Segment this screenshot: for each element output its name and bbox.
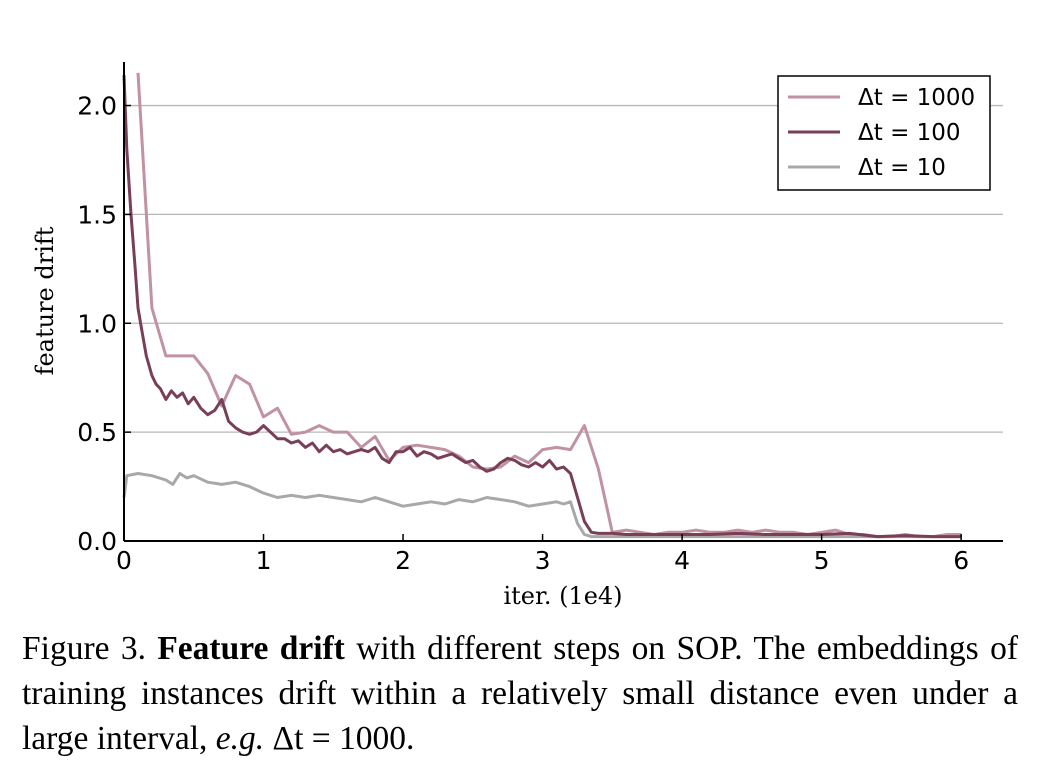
x-tick-label: 2 — [395, 546, 411, 575]
x-tick-label: 4 — [674, 546, 690, 575]
caption-italic: e.g. — [215, 720, 265, 757]
y-tick-labels: 0.0 0.5 1.0 1.5 2.0 — [77, 92, 131, 556]
feature-drift-chart: 0 1 2 3 4 5 6 0.0 0.5 1.0 1.5 2.0 iter. (1e4) feat… — [31, 62, 1003, 610]
y-tick-label: 0.0 — [77, 527, 117, 556]
series-line-1 — [122, 75, 962, 539]
y-tick-label: 1.5 — [77, 200, 117, 229]
x-tick-label: 5 — [814, 546, 830, 575]
x-tick-label: 3 — [535, 546, 551, 575]
x-tick-label: 0 — [116, 546, 132, 575]
legend-label: Δt = 10 — [858, 155, 946, 181]
x-tick-label: 1 — [256, 546, 272, 575]
y-tick-label: 1.0 — [77, 309, 117, 338]
figure-caption: Figure 3. Feature drift with different s… — [22, 626, 1018, 761]
caption-bold: Feature drift — [157, 630, 345, 667]
y-axis-label: feature drift — [31, 226, 59, 375]
y-tick-label: 0.5 — [77, 418, 117, 447]
legend: Δt = 1000 Δt = 100 Δt = 10 — [777, 75, 991, 191]
x-axis-label: iter. (1e4) — [503, 582, 622, 610]
caption-prefix: Figure 3. — [22, 630, 158, 667]
series-lines — [122, 72, 962, 539]
caption-text-2: Δt = 1000. — [264, 720, 415, 757]
series-line-0 — [136, 72, 962, 539]
x-tick-label: 6 — [953, 546, 969, 575]
caption-text-1: with different steps on SOP. The embeddi… — [22, 630, 1018, 757]
x-tick-labels: 0 1 2 3 4 5 6 — [116, 534, 969, 575]
axes — [123, 62, 1003, 542]
series-line-2 — [122, 472, 962, 539]
legend-label: Δt = 1000 — [858, 85, 975, 111]
y-tick-label: 2.0 — [77, 92, 117, 121]
legend-label: Δt = 100 — [858, 120, 961, 146]
